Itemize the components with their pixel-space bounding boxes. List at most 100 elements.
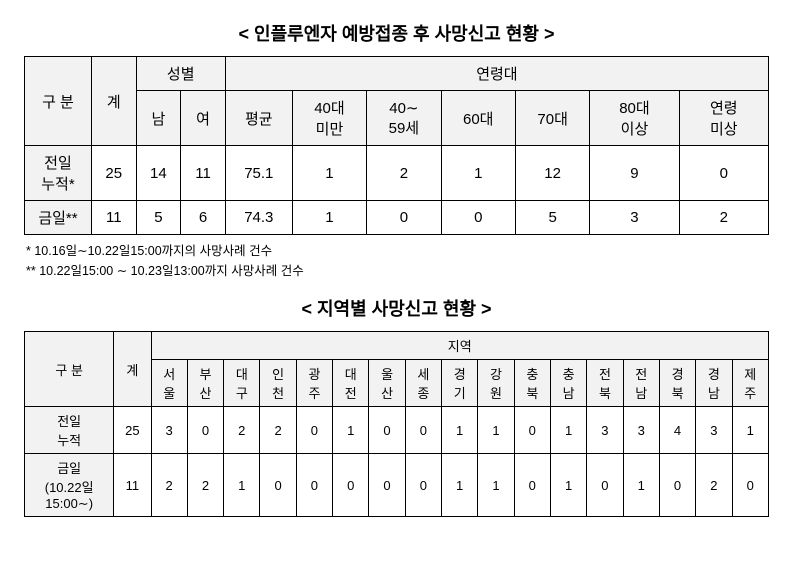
footnote-2: ** 10.22일15:00 ∼ 10.23일13:00까지 사망사례 건수 (26, 261, 769, 281)
t2-h-category: 구 분 (25, 332, 114, 407)
t1-r0-60s: 1 (441, 146, 515, 201)
t1-h-70s: 70대 (515, 91, 589, 146)
t2-r1-c9: 1 (478, 454, 514, 517)
table-row: 전일누적 25 30220100110133431 (25, 407, 769, 454)
t2-r1-c11: 1 (550, 454, 586, 517)
t2-h-total: 계 (114, 332, 151, 407)
t1-h-total: 계 (91, 57, 136, 146)
t1-r0-male: 14 (136, 146, 181, 201)
t1-h-60s: 60대 (441, 91, 515, 146)
t1-r1-70s: 5 (515, 201, 589, 235)
t1-h-unknown: 연령미상 (679, 91, 768, 146)
t1-r1-60s: 0 (441, 201, 515, 235)
t2-h-region-6: 울산 (369, 360, 405, 407)
t2-h-region-1: 부산 (187, 360, 223, 407)
t1-h-gender-group: 성별 (136, 57, 225, 91)
t2-h-region-11: 충남 (550, 360, 586, 407)
t1-r0-unk: 0 (679, 146, 768, 201)
table-row: 전일누적* 25 14 11 75.1 1 2 1 12 9 0 (25, 146, 769, 201)
t1-r0-80p: 9 (590, 146, 679, 201)
t1-r1-male: 5 (136, 201, 181, 235)
t2-r1-c6: 0 (369, 454, 405, 517)
t2-r0-c8: 1 (442, 407, 478, 454)
t2-r0-c14: 4 (659, 407, 695, 454)
t2-r1-c15: 2 (696, 454, 732, 517)
t1-r0-total: 25 (91, 146, 136, 201)
t2-r1-c4: 0 (296, 454, 332, 517)
t2-h-region-9: 강원 (478, 360, 514, 407)
t2-h-region-4: 광주 (296, 360, 332, 407)
t2-h-region-group: 지역 (151, 332, 768, 360)
t1-r1-80p: 3 (590, 201, 679, 235)
table-row: 금일** 11 5 6 74.3 1 0 0 5 3 2 (25, 201, 769, 235)
t1-r1-total: 11 (91, 201, 136, 235)
table2: 구 분 계 지역 서울부산대구인천광주대전울산세종경기강원충북충남전북전남경북경… (24, 331, 769, 517)
t2-h-region-14: 경북 (659, 360, 695, 407)
t1-r1-avg: 74.3 (225, 201, 292, 235)
t1-r1-female: 6 (181, 201, 226, 235)
t1-r1-u40: 1 (292, 201, 366, 235)
t2-r1-c1: 2 (187, 454, 223, 517)
t2-r0-c11: 1 (550, 407, 586, 454)
t2-r1-c13: 1 (623, 454, 659, 517)
t2-h-region-16: 제주 (732, 360, 768, 407)
t2-h-region-3: 인천 (260, 360, 296, 407)
t2-r1-c7: 0 (405, 454, 441, 517)
t2-r0-c1: 0 (187, 407, 223, 454)
t1-h-40-59: 40∼59세 (367, 91, 441, 146)
t2-r1-label: 금일(10.22일15:00∼) (25, 454, 114, 517)
table-row: 금일(10.22일15:00∼) 11 22100000110101020 (25, 454, 769, 517)
t2-r0-c9: 1 (478, 407, 514, 454)
t2-r0-label: 전일누적 (25, 407, 114, 454)
t1-h-age-group: 연령대 (225, 57, 768, 91)
t2-r0-c12: 3 (587, 407, 623, 454)
t2-h-region-8: 경기 (442, 360, 478, 407)
t1-r1-unk: 2 (679, 201, 768, 235)
t1-h-u40: 40대미만 (292, 91, 366, 146)
t1-r0-u40: 1 (292, 146, 366, 201)
t2-h-region-12: 전북 (587, 360, 623, 407)
t1-h-avg: 평균 (225, 91, 292, 146)
t2-r1-c10: 0 (514, 454, 550, 517)
t2-r0-c13: 3 (623, 407, 659, 454)
t1-r0-female: 11 (181, 146, 226, 201)
t2-h-region-0: 서울 (151, 360, 187, 407)
t1-r0-4059: 2 (367, 146, 441, 201)
t2-r0-c10: 0 (514, 407, 550, 454)
t2-h-region-7: 세종 (405, 360, 441, 407)
t2-r0-total: 25 (114, 407, 151, 454)
table1-title: < 인플루엔자 예방접종 후 사망신고 현황 > (24, 20, 769, 46)
t2-h-region-5: 대전 (333, 360, 369, 407)
table2-title: < 지역별 사망신고 현황 > (24, 295, 769, 321)
t1-r0-label: 전일누적* (25, 146, 92, 201)
t2-r0-c3: 2 (260, 407, 296, 454)
t2-r0-c15: 3 (696, 407, 732, 454)
t1-h-female: 여 (181, 91, 226, 146)
t2-r1-c12: 0 (587, 454, 623, 517)
t2-r0-c7: 0 (405, 407, 441, 454)
t1-r1-label: 금일** (25, 201, 92, 235)
t2-r1-c0: 2 (151, 454, 187, 517)
t2-r1-c8: 1 (442, 454, 478, 517)
t2-r0-c16: 1 (732, 407, 768, 454)
t2-h-region-10: 충북 (514, 360, 550, 407)
footnote-1: * 10.16일∼10.22일15:00까지의 사망사례 건수 (26, 241, 769, 261)
t2-r1-c3: 0 (260, 454, 296, 517)
t2-h-region-2: 대구 (224, 360, 260, 407)
t2-h-region-13: 전남 (623, 360, 659, 407)
table1-footnotes: * 10.16일∼10.22일15:00까지의 사망사례 건수 ** 10.22… (26, 241, 769, 281)
t1-r0-avg: 75.1 (225, 146, 292, 201)
t2-r0-c2: 2 (224, 407, 260, 454)
t2-r0-c0: 3 (151, 407, 187, 454)
table1: 구 분 계 성별 연령대 남 여 평균 40대미만 40∼59세 60대 70대… (24, 56, 769, 235)
t2-r1-c2: 1 (224, 454, 260, 517)
t2-r1-c14: 0 (659, 454, 695, 517)
t1-r0-70s: 12 (515, 146, 589, 201)
t1-r1-4059: 0 (367, 201, 441, 235)
t2-r0-c6: 0 (369, 407, 405, 454)
t2-r0-c5: 1 (333, 407, 369, 454)
t2-r0-c4: 0 (296, 407, 332, 454)
t2-h-region-15: 경남 (696, 360, 732, 407)
t1-h-80p: 80대이상 (590, 91, 679, 146)
t2-r1-c16: 0 (732, 454, 768, 517)
